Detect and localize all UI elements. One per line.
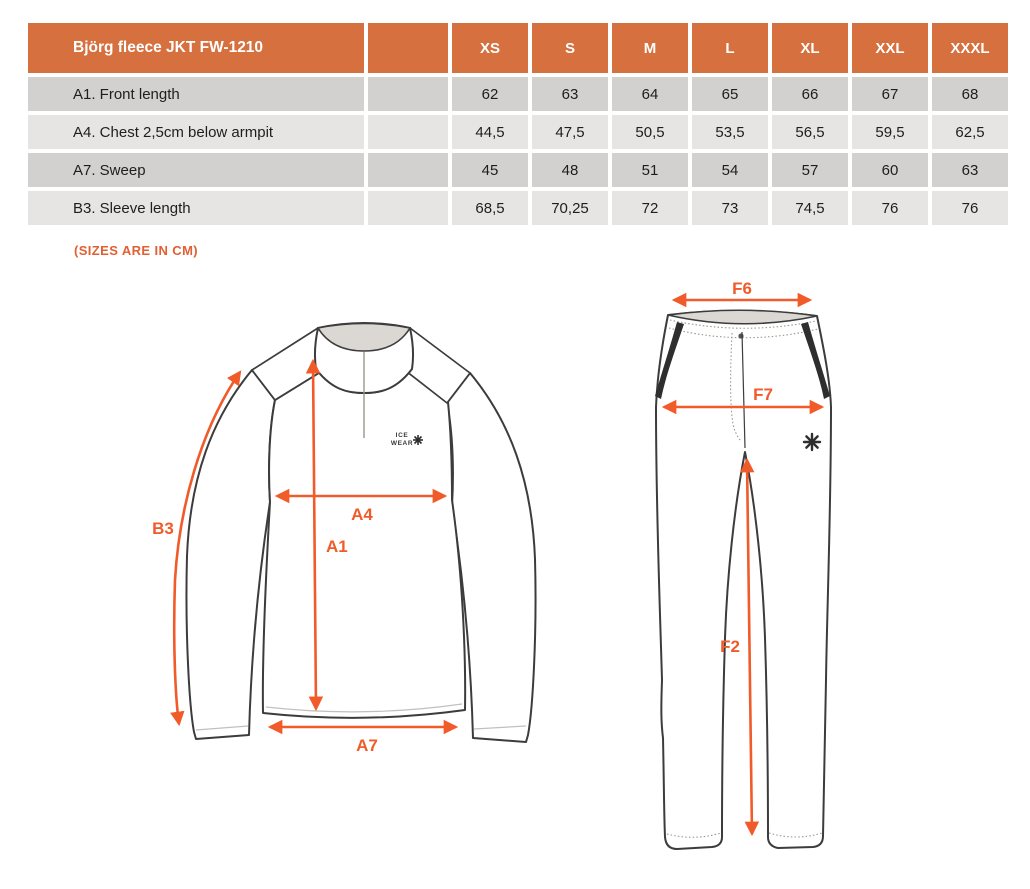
table-title: Björg fleece JKT FW-1210 [28,23,364,73]
waistband-button [738,333,744,339]
size-value: 50,5 [612,115,688,149]
size-value: 60 [852,153,928,187]
size-value: 53,5 [692,115,768,149]
size-value: 64 [612,77,688,111]
size-value: 44,5 [452,115,528,149]
size-col-header-xl: XL [772,23,848,73]
jacket-right-cuff-stitch [473,725,527,730]
size-value: 57 [772,153,848,187]
row-label-sleeve-length: B3. Sleeve length [28,191,364,225]
size-value: 72 [612,191,688,225]
size-value: 56,5 [772,115,848,149]
size-value: 67 [852,77,928,111]
b3-label: B3 [152,519,174,538]
size-value: 65 [692,77,768,111]
size-value: 66 [772,77,848,111]
f2-inseam-arrow [739,457,760,837]
size-value: 62,5 [932,115,1008,149]
size-value: 47,5 [532,115,608,149]
icewear-logo: ICE WEAR [391,432,423,447]
size-value: 73 [692,191,768,225]
right-pocket-opening [801,322,830,399]
fly-stitch [730,332,742,442]
size-value: 62 [452,77,528,111]
f2-label: F2 [720,637,740,656]
jacket-measurement-diagram: ICE WEAR B3 A4 A1 A7 [152,322,537,755]
right-leg-hem-stitch [768,832,823,838]
size-col-header-xs: XS [452,23,528,73]
waistband-stitch-top [669,319,817,329]
a4-label: A4 [351,505,373,524]
size-col-header-l: L [692,23,768,73]
size-value: 76 [932,191,1008,225]
size-col-header-m: M [612,23,688,73]
row-label-chest: A4. Chest 2,5cm below armpit [28,115,364,149]
jacket-hem-stitch [265,703,463,713]
size-col-header-xxl: XXL [852,23,928,73]
size-value: 59,5 [852,115,928,149]
size-value: 76 [852,191,928,225]
size-value: 68,5 [452,191,528,225]
svg-text:ICE: ICE [396,432,409,439]
size-value: 70,25 [532,191,608,225]
a7-label: A7 [356,736,378,755]
f7-label: F7 [753,385,773,404]
size-value: 48 [532,153,608,187]
size-value: 74,5 [772,191,848,225]
pants-measurement-diagram: F6 F7 F2 [655,280,832,850]
svg-text:WEAR: WEAR [391,440,413,447]
row-spacer [368,153,448,187]
pants-waist-opening [667,309,818,325]
size-col-header-xxxl: XXXL [932,23,1008,73]
row-spacer [368,191,448,225]
row-label-sweep: A7. Sweep [28,153,364,187]
jacket-left-sleeve [185,369,276,740]
row-spacer [368,77,448,111]
snowflake-logo-icon [802,432,822,452]
size-value: 63 [532,77,608,111]
units-note: (SIZES ARE IN CM) [74,243,199,258]
jacket-collar-inner [316,322,412,352]
size-value: 51 [612,153,688,187]
left-leg-hem-stitch [666,832,722,838]
jacket-left-cuff-stitch [195,725,249,731]
b3-sleeve-arrow [170,370,242,727]
a1-front-length-arrow [305,358,324,712]
icewear-gear-icon [413,435,423,445]
size-value: 63 [932,153,1008,187]
size-value: 45 [452,153,528,187]
f6-label: F6 [732,280,752,298]
size-value: 54 [692,153,768,187]
left-pocket-opening [655,322,684,399]
fly-center-seam [741,331,746,449]
a1-label: A1 [326,537,348,556]
row-spacer [368,115,448,149]
size-col-header-s: S [532,23,608,73]
size-value: 68 [932,77,1008,111]
row-label-front-length: A1. Front length [28,77,364,111]
table-header-spacer [368,23,448,73]
size-table: Björg fleece JKT FW-1210 XS S M L XL XXL… [28,23,1008,225]
